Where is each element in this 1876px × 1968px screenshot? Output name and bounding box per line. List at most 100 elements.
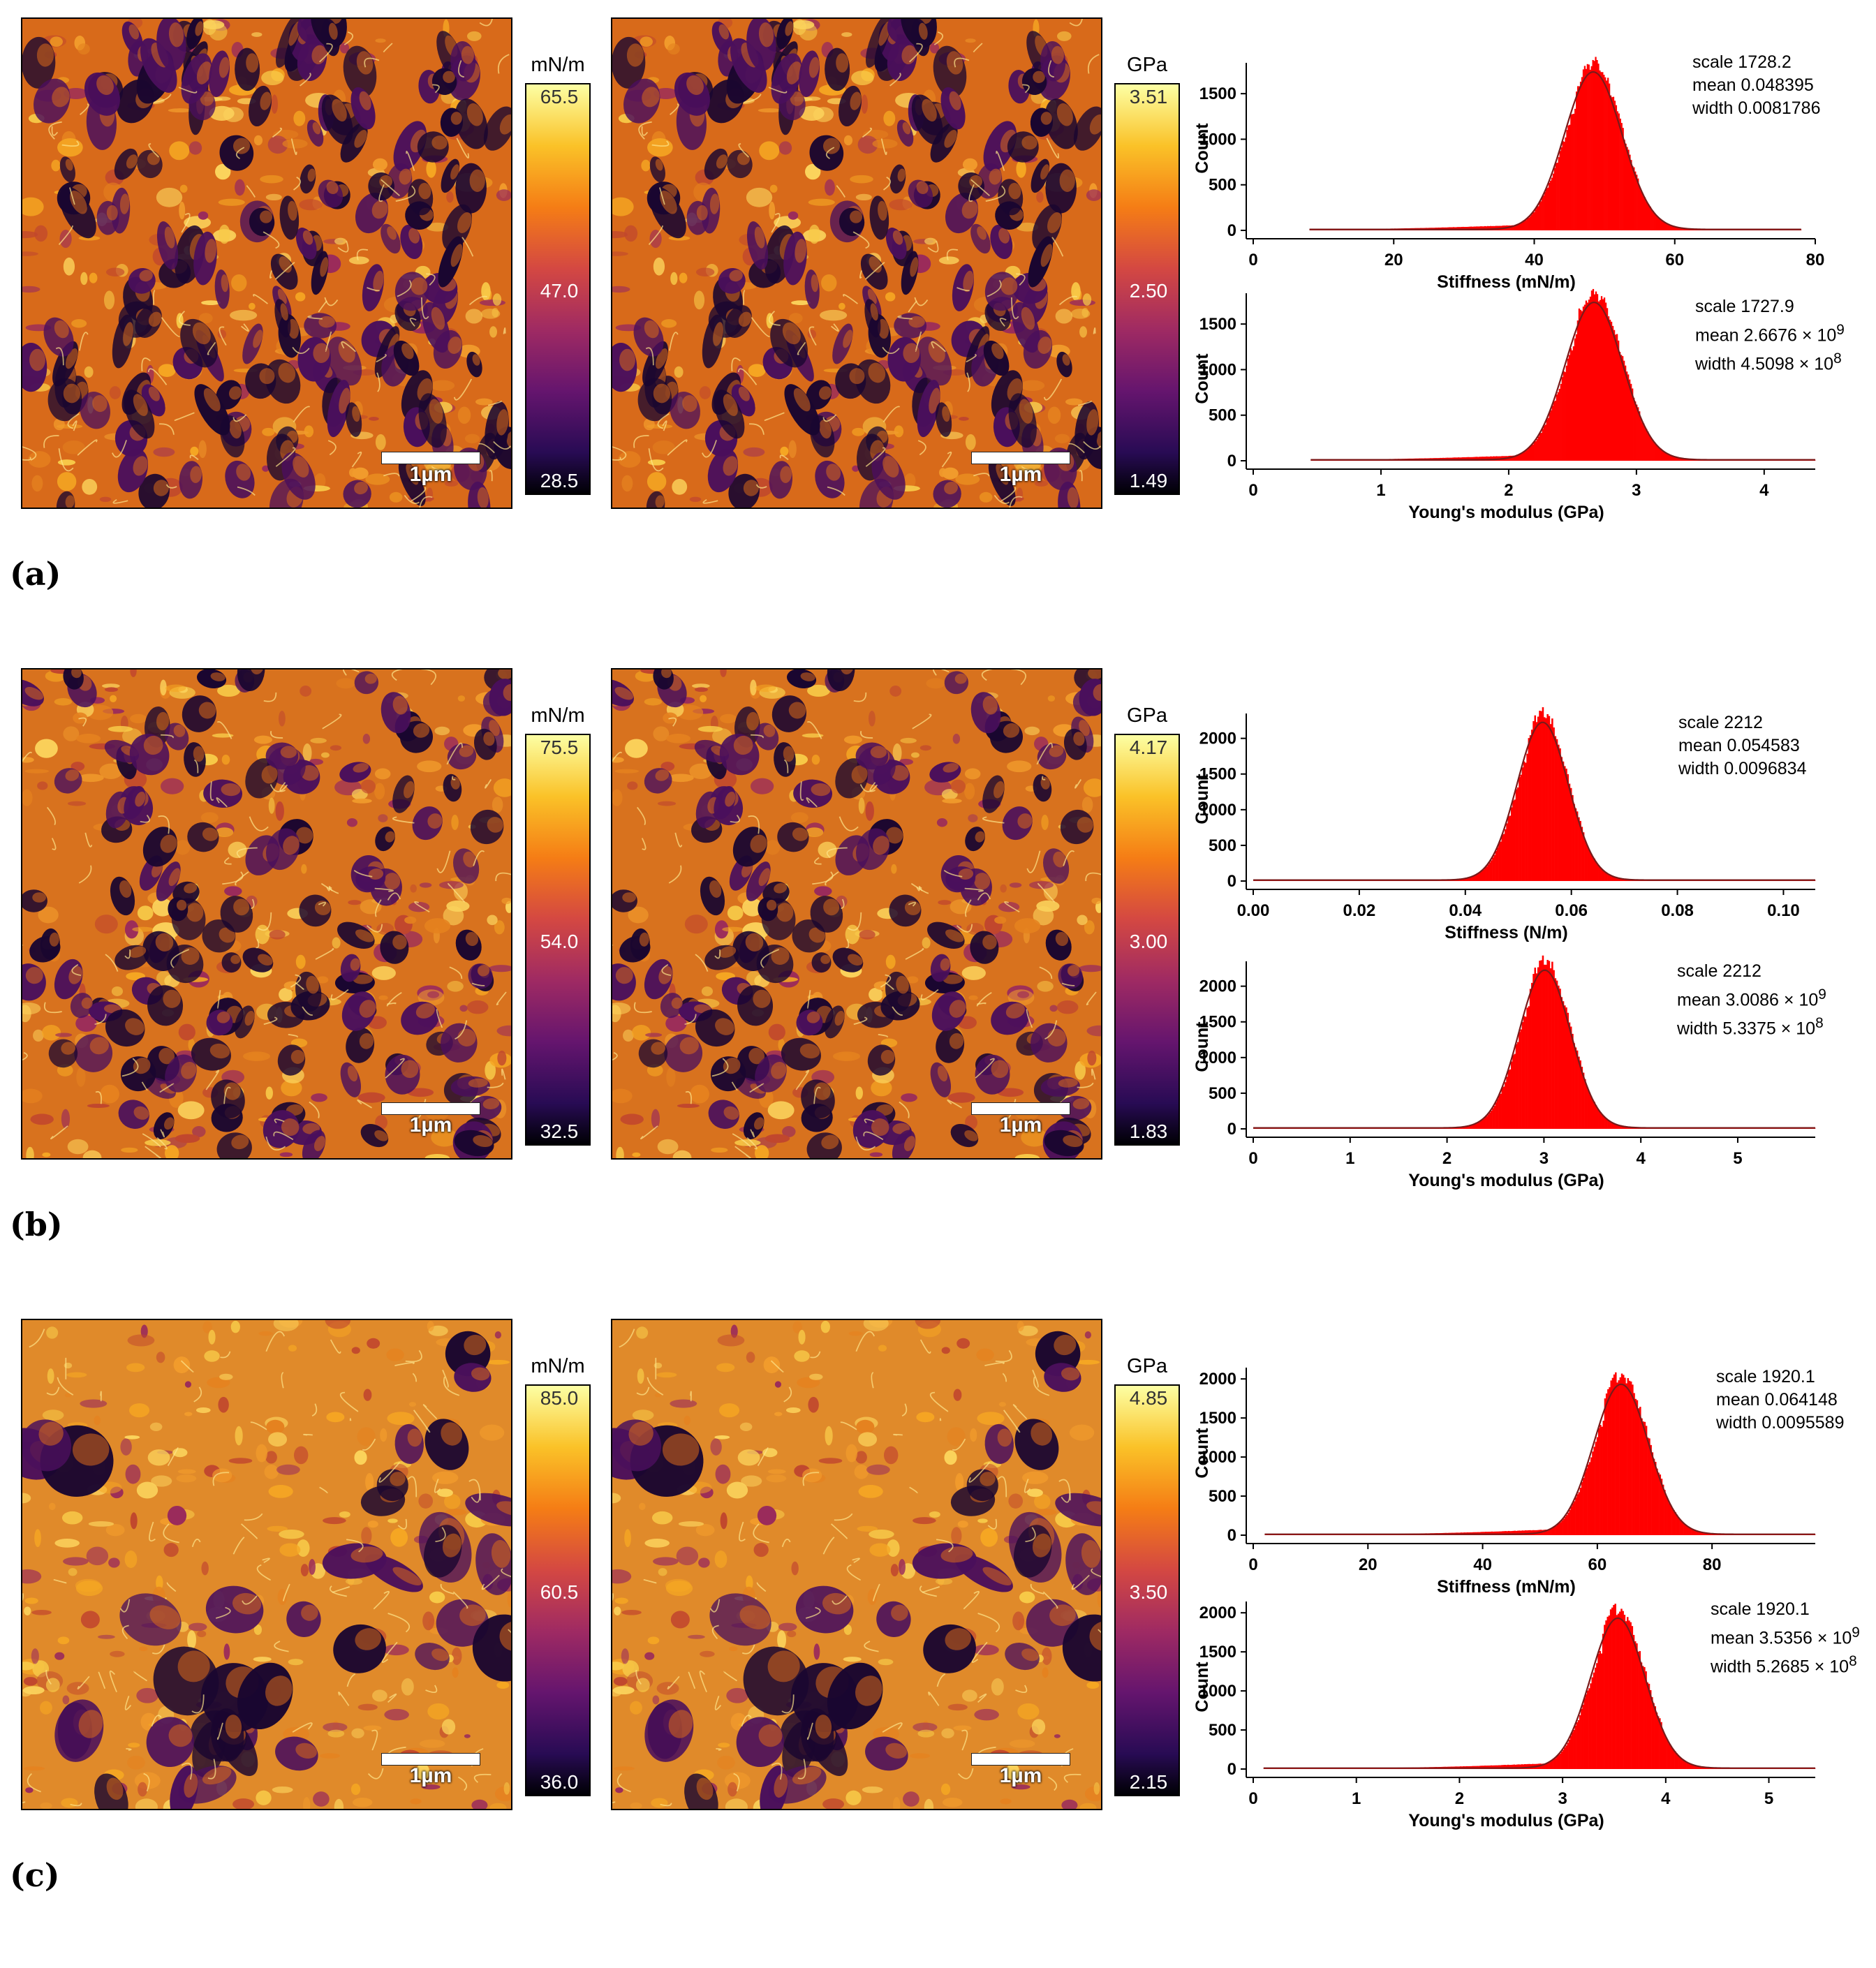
histogram-bar — [1542, 429, 1544, 461]
histogram-bar — [1522, 221, 1524, 230]
histogram-bar — [1585, 300, 1588, 461]
scale-bar-label: 1µm — [409, 1764, 452, 1787]
histogram-bar — [1549, 724, 1552, 881]
histogram-bar — [1560, 383, 1562, 461]
histogram-bar — [1537, 436, 1539, 461]
histogram-bar — [1574, 1725, 1576, 1769]
histogram-bar — [1495, 1765, 1497, 1769]
histogram-bar — [1492, 1108, 1494, 1129]
x-axis-label: Stiffness (mN/m) — [1437, 272, 1576, 292]
histogram-bar — [1510, 1765, 1512, 1769]
x-tick-label: 0 — [1248, 481, 1257, 500]
histogram-bar — [1555, 163, 1557, 230]
histogram-bar — [1539, 202, 1541, 230]
histogram-bar — [1632, 1384, 1634, 1535]
histogram-bar — [1696, 1531, 1698, 1535]
histogram-bar — [1615, 1372, 1617, 1535]
histogram-bar — [1509, 225, 1511, 230]
histogram-bar — [1644, 1421, 1646, 1535]
histogram-bar — [1574, 338, 1576, 461]
histogram-bar — [1593, 858, 1596, 881]
fit-scale: scale 2212 — [1678, 713, 1763, 732]
histogram-bar — [1581, 77, 1583, 230]
y-tick-label: 500 — [1209, 1487, 1236, 1506]
histogram-bar — [1643, 423, 1645, 461]
histogram-bar — [1689, 459, 1691, 461]
histogram-bar — [1659, 219, 1661, 230]
histogram-bar — [1563, 142, 1565, 230]
histogram-bar — [1491, 1765, 1494, 1769]
histogram-bar — [1630, 1381, 1632, 1535]
histogram-bar — [1647, 431, 1649, 461]
histogram-bar — [1602, 871, 1605, 881]
histogram-bar — [1639, 1407, 1641, 1535]
histogram-bar — [1568, 783, 1571, 881]
histogram-bar — [1551, 1528, 1553, 1535]
histogram-bar — [1637, 1651, 1639, 1769]
histogram-bar — [1525, 220, 1527, 230]
histogram-bar — [1585, 1694, 1588, 1769]
x-axis-label: Young's modulus (GPa) — [1408, 503, 1604, 522]
histogram-bar — [1642, 196, 1645, 230]
fit-width: width 5.2685 × 108 — [1711, 1653, 1857, 1677]
histogram-bar — [1579, 82, 1582, 230]
histogram-bar — [1593, 1672, 1595, 1769]
histogram-bar — [1574, 808, 1577, 881]
histogram-bar — [1640, 417, 1642, 461]
fit-scale: scale 1728.2 — [1692, 52, 1792, 72]
histogram-bar — [1495, 1531, 1498, 1535]
histogram-bar — [1484, 1117, 1486, 1129]
histogram-bar — [1532, 720, 1535, 881]
histogram-bar — [1686, 459, 1688, 461]
histogram-bar — [1590, 1096, 1593, 1129]
histogram-bar — [1489, 862, 1491, 881]
histogram-bar — [1531, 982, 1533, 1129]
histogram-bar — [1581, 827, 1583, 881]
histogram-bar — [1695, 1766, 1698, 1769]
histogram-bar — [1674, 226, 1676, 230]
histogram-bar — [1651, 1696, 1653, 1769]
histogram-bar — [1536, 207, 1538, 230]
histogram-bar — [1519, 1764, 1521, 1769]
histogram-bar — [1477, 457, 1479, 461]
histogram-bar — [1486, 225, 1489, 230]
histogram-bar — [1479, 872, 1482, 881]
colorbar-unit: GPa — [1126, 704, 1168, 727]
histogram-bar — [1593, 1102, 1596, 1129]
stiffness-map: 1µm — [21, 668, 512, 1160]
histogram-bar — [1473, 457, 1475, 461]
colorbar-unit: mN/m — [531, 1355, 585, 1377]
histogram-bar — [1476, 457, 1478, 461]
histogram-bar — [1605, 1393, 1608, 1535]
histogram-bar — [1613, 101, 1616, 230]
histogram-bar — [1475, 1123, 1477, 1129]
histogram-bar — [1585, 68, 1587, 230]
histogram-bar — [1588, 1688, 1590, 1769]
x-tick-label: 0 — [1248, 1555, 1257, 1574]
histogram-bar — [1563, 1005, 1566, 1129]
histogram-bar — [1543, 425, 1545, 461]
histogram-bar — [1528, 738, 1530, 881]
histogram-bar — [1510, 225, 1512, 230]
histogram-bar — [1627, 1378, 1630, 1535]
histogram-bar — [1637, 1408, 1640, 1535]
histogram-bar — [1600, 1112, 1602, 1129]
histogram-bar — [1529, 735, 1532, 881]
histogram-bar — [1651, 438, 1653, 461]
histogram-bar — [1529, 447, 1531, 461]
histogram-bar — [1587, 847, 1590, 881]
histogram-bar — [1647, 1437, 1649, 1535]
histogram-bar — [1567, 1743, 1569, 1769]
histogram-bar — [1531, 730, 1533, 881]
histogram-bar — [1699, 1766, 1701, 1769]
histogram-bar — [1554, 736, 1557, 881]
histogram-bar — [1579, 1060, 1581, 1129]
histogram-bar — [1675, 457, 1677, 461]
histogram-bar — [1505, 1082, 1507, 1129]
histogram-bar — [1607, 1120, 1610, 1129]
histogram-bar — [1700, 1766, 1702, 1769]
histogram-bar — [1573, 1730, 1575, 1769]
histogram-bar — [1669, 455, 1671, 461]
histogram-bar — [1691, 1528, 1694, 1535]
histogram-bar — [1628, 1620, 1630, 1769]
